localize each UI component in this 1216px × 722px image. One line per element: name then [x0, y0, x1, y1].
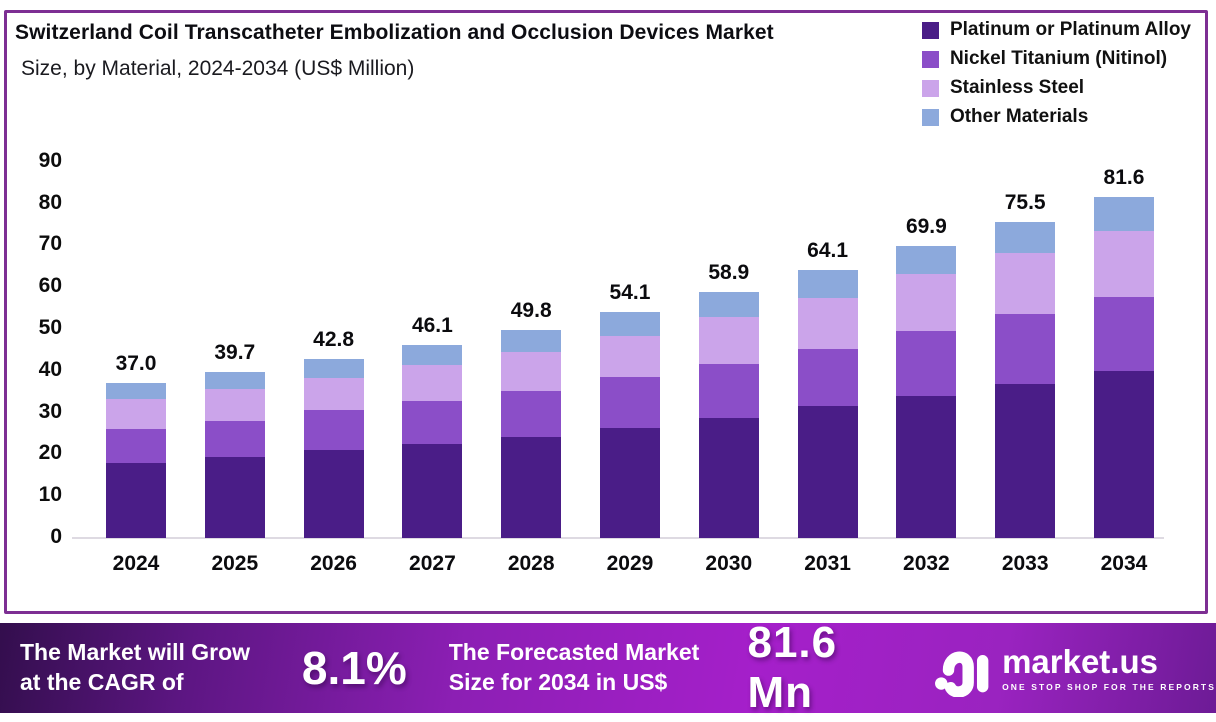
legend-label: Other Materials [949, 106, 1089, 127]
cagr-label: The Market will Grow at the CAGR of [20, 638, 276, 698]
legend-item-1: Nickel Titanium (Nitinol) [921, 48, 1191, 70]
legend-item-0: Platinum or Platinum Alloy [921, 19, 1191, 41]
forecast-label-line1: The Forecasted Market [448, 639, 700, 666]
legend-item-3: Other Materials [921, 106, 1191, 128]
logo-wordmark: market.us [1002, 642, 1158, 680]
cagr-value: 8.1% [301, 642, 407, 694]
marketus-logo: market.us ONE STOP SHOP FOR THE REPORTS [934, 639, 1216, 697]
legend-item-2: Stainless Steel [921, 77, 1191, 99]
chart-title: Switzerland Coil Transcatheter Embolizat… [15, 21, 774, 44]
cagr-label-line1: The Market will Grow [20, 639, 251, 666]
legend-label: Platinum or Platinum Alloy [949, 19, 1191, 40]
legend-label: Nickel Titanium (Nitinol) [949, 48, 1168, 69]
chart-title-block: Switzerland Coil Transcatheter Embolizat… [15, 21, 875, 81]
legend-swatch-icon [921, 108, 939, 126]
marketus-logo-icon [935, 651, 989, 697]
chart-subtitle: Size, by Material, 2024-2034 (US$ Millio… [21, 57, 415, 80]
legend-swatch-icon [921, 21, 939, 39]
forecast-label: The Forecasted Market Size for 2034 in U… [449, 638, 714, 698]
footer-banner: The Market will Grow at the CAGR of 8.1%… [0, 618, 1216, 717]
chart-legend: Platinum or Platinum Alloy Nickel Titaniu… [921, 19, 1191, 128]
forecast-value: 81.6 Mn [747, 618, 838, 717]
chart-frame: Switzerland Coil Transcatheter Embolizat… [4, 10, 1208, 614]
logo-tagline: ONE STOP SHOP FOR THE REPORTS [1002, 681, 1216, 692]
logo-text: market.us ONE STOP SHOP FOR THE REPORTS [1002, 645, 1216, 692]
forecast-label-line2: Size for 2034 in US$ [448, 669, 668, 695]
legend-swatch-icon [921, 50, 939, 68]
cagr-label-line2: at the CAGR of [20, 669, 184, 695]
legend-label: Stainless Steel [949, 77, 1085, 98]
legend-swatch-icon [921, 79, 939, 97]
